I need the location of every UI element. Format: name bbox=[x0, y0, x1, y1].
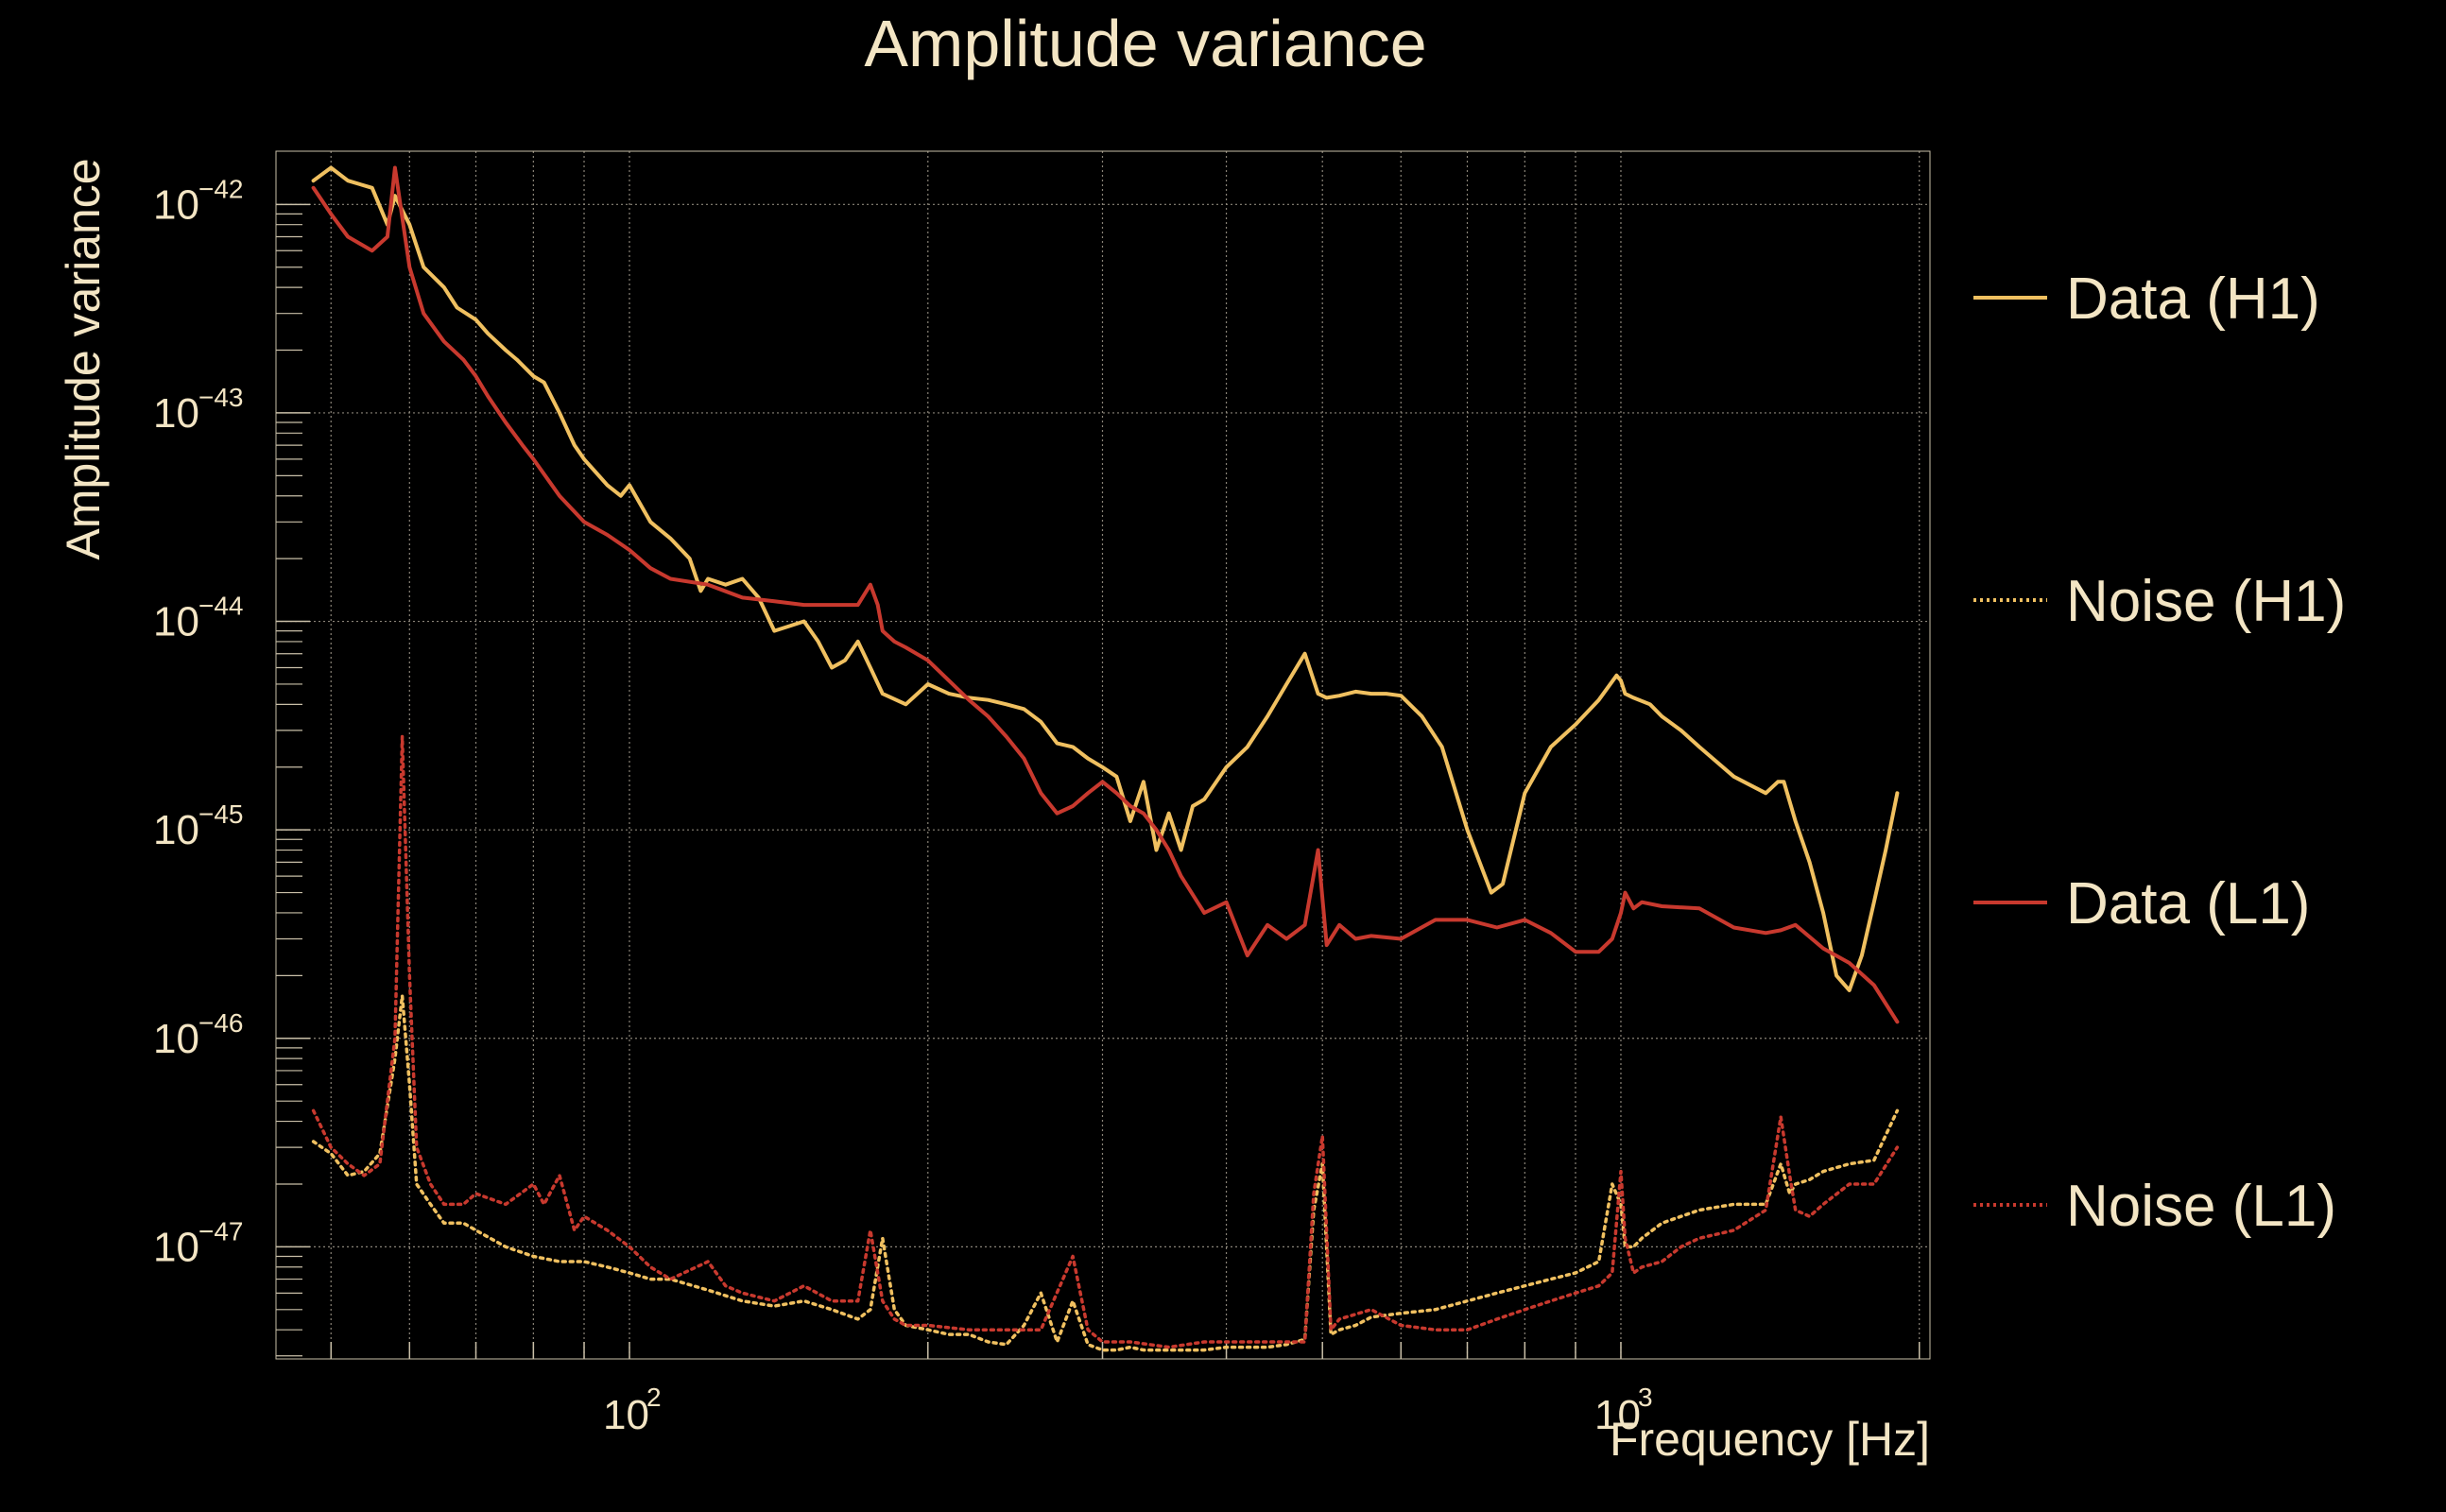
x-tick-label: 102 bbox=[603, 1383, 662, 1438]
y-tick-exponent: −43 bbox=[198, 383, 244, 412]
legend-label: Data (L1) bbox=[2066, 871, 2310, 936]
y-tick-base: 10 bbox=[153, 390, 199, 437]
y-tick-base: 10 bbox=[153, 1016, 199, 1062]
x-tick-exponent: 2 bbox=[646, 1383, 662, 1412]
x-tick-base: 10 bbox=[1594, 1392, 1641, 1438]
y-tick-label: 10 −45 bbox=[153, 799, 244, 853]
x-tick-exponent: 3 bbox=[1638, 1383, 1653, 1412]
legend-item: Data (H1) bbox=[1973, 266, 2320, 332]
y-tick-exponent: −45 bbox=[198, 799, 244, 829]
y-tick-label: 10 −44 bbox=[153, 592, 244, 645]
plot-frame bbox=[275, 150, 1931, 1360]
x-tick-base: 10 bbox=[603, 1392, 649, 1438]
legend-label: Noise (H1) bbox=[2066, 569, 2346, 634]
legend-label: Data (H1) bbox=[2066, 266, 2320, 332]
legend-item: Data (L1) bbox=[1973, 871, 2310, 936]
chart-title: Amplitude variance bbox=[864, 7, 1426, 80]
y-tick-label: 10 −42 bbox=[153, 174, 244, 228]
series-line-data-h1 bbox=[311, 165, 1900, 992]
x-tick-label: 103 bbox=[1594, 1383, 1653, 1438]
legend: Data (H1) Noise (H1) Data (L1) Noise (L1) bbox=[1973, 266, 2346, 1239]
y-tick-exponent: −44 bbox=[198, 592, 244, 621]
x-tick-labels: 102 103 bbox=[603, 1383, 1653, 1438]
series-line-data-l1 bbox=[311, 165, 1900, 1024]
series-line-noise-l1 bbox=[311, 734, 1900, 1349]
x-axis-label: Frequency [Hz] bbox=[1610, 1413, 1930, 1466]
legend-item: Noise (L1) bbox=[1973, 1174, 2336, 1239]
y-tick-base: 10 bbox=[153, 599, 199, 645]
series-layer bbox=[311, 165, 1900, 1352]
minor-ticks bbox=[276, 203, 1921, 1359]
series-line-noise-h1 bbox=[311, 993, 1900, 1352]
y-tick-base: 10 bbox=[153, 181, 199, 228]
y-axis-label: Amplitude variance bbox=[57, 158, 110, 559]
y-tick-exponent: −46 bbox=[198, 1008, 244, 1038]
y-tick-exponent: −47 bbox=[198, 1216, 244, 1246]
y-tick-base: 10 bbox=[153, 1224, 199, 1270]
y-tick-base: 10 bbox=[153, 807, 199, 853]
legend-item: Noise (H1) bbox=[1973, 569, 2346, 634]
grid bbox=[276, 151, 1930, 1359]
y-tick-exponent: −42 bbox=[198, 174, 244, 203]
legend-label: Noise (L1) bbox=[2066, 1174, 2336, 1239]
y-tick-label: 10 −46 bbox=[153, 1008, 244, 1062]
y-tick-label: 10 −43 bbox=[153, 383, 244, 437]
y-tick-label: 10 −47 bbox=[153, 1216, 244, 1270]
